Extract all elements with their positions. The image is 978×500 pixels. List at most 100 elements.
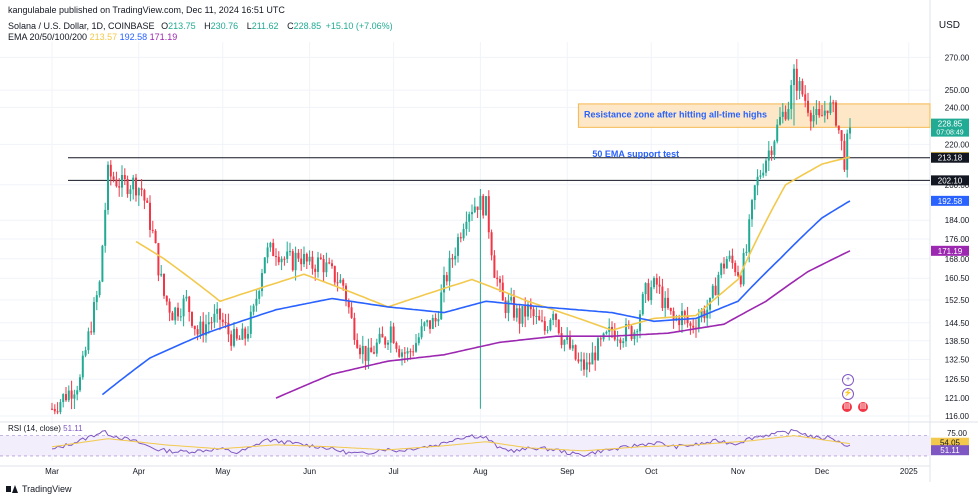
candle-body (401, 352, 403, 357)
lightning-icon[interactable]: ⚡ (842, 388, 854, 400)
candle-body (79, 377, 81, 391)
candle-body (221, 319, 224, 323)
candle-body (213, 313, 216, 323)
candle-body (571, 345, 574, 349)
tradingview-logo[interactable]: TradingView (6, 484, 72, 494)
price-tick-label: 138.50 (945, 337, 970, 346)
candle-body (849, 127, 851, 134)
time-tick-label: 2025 (900, 467, 918, 476)
candle-body (303, 253, 305, 265)
candle-body (118, 186, 121, 188)
candle-body (739, 275, 742, 285)
candle-body (252, 305, 255, 312)
candle-body (305, 253, 308, 262)
candle-body (157, 243, 160, 276)
currency-label[interactable]: USD (938, 20, 960, 31)
us-flag-icon[interactable]: ▤ (842, 402, 852, 412)
candle-body (392, 326, 395, 343)
candle-body (552, 314, 555, 321)
candle-body (669, 307, 672, 312)
candle-body (597, 338, 599, 361)
candle-body (605, 331, 608, 334)
candle-body (541, 320, 543, 322)
price-label-countdown: 07:08:49 (936, 130, 963, 137)
candle-body (476, 206, 479, 210)
candle-body (73, 394, 76, 399)
candle-body (423, 322, 426, 327)
candle-body (347, 300, 350, 308)
candle-body (247, 333, 249, 339)
candle-body (798, 81, 801, 91)
rsi-legend[interactable]: RSI (14, close) 51.11 (8, 424, 83, 433)
ema-legend[interactable]: EMA 20/50/100/200 213.57 192.58 171.19 (8, 32, 177, 42)
candle-body (667, 297, 669, 308)
candle-body (770, 150, 773, 155)
grid (0, 0, 978, 482)
candle-body (507, 300, 510, 313)
candle-body (177, 307, 179, 317)
candle-body (734, 262, 737, 273)
candle-body (328, 262, 331, 264)
candle-body (65, 394, 67, 401)
price-tick-label: 270.00 (945, 53, 970, 62)
candle-body (56, 411, 59, 413)
candle-body (527, 304, 529, 317)
us-flag-icon[interactable]: ▤ (858, 402, 868, 412)
time-axis[interactable]: Mar Apr May Jun Jul Aug Sep Oct Nov Dec 2025 (45, 467, 918, 476)
candle-body (325, 262, 328, 273)
candle-body (261, 273, 263, 292)
candle-body (272, 242, 275, 256)
candle-body (837, 125, 840, 131)
candle-body (465, 221, 468, 229)
candle-body (123, 174, 126, 180)
candle-body (574, 345, 577, 360)
plus-icon[interactable]: + (842, 374, 854, 386)
candle-body (317, 257, 319, 272)
symbol-title: Solana / U.S. Dollar, 1D, COINBASE (8, 21, 155, 31)
candle-body (263, 257, 266, 274)
candle-body (692, 325, 695, 328)
candle-body (840, 130, 843, 141)
price-axis[interactable]: 270.00250.00240.00220.00200.00184.00176.… (945, 53, 970, 438)
candle-body (583, 359, 585, 370)
price-tick-label: 240.00 (945, 103, 970, 112)
candle-body (356, 339, 359, 348)
low-label: L (246, 21, 252, 31)
ema100-value: 171.19 (149, 32, 178, 42)
close-value: 228.85 (293, 21, 322, 31)
candle-body (594, 352, 597, 361)
candle-body (289, 251, 291, 253)
candle-body (717, 274, 720, 296)
price-label-text: 192.58 (938, 197, 963, 206)
rsi-panel (0, 428, 930, 458)
candle-body (182, 298, 185, 317)
candle-body (300, 258, 303, 265)
time-tick-label: Dec (815, 467, 829, 476)
candle-body (513, 297, 515, 318)
candle-body (109, 164, 112, 177)
candle-body (342, 279, 345, 286)
candle-body (809, 112, 812, 122)
candle-body (249, 311, 252, 334)
ema20-value: 213.57 (89, 32, 118, 42)
candle-body (345, 285, 347, 301)
candle-body (577, 359, 580, 362)
candle-body (406, 351, 409, 354)
candle-body (415, 343, 417, 352)
candle-body (286, 251, 289, 259)
candle-body (238, 338, 241, 340)
candle-body (776, 124, 779, 142)
candle-body (283, 258, 286, 260)
candle-body (689, 323, 692, 326)
candle-body (207, 322, 210, 325)
candle-body (179, 316, 182, 318)
price-tick-label: 184.00 (945, 216, 970, 225)
candle-body (381, 333, 384, 338)
candle-body (188, 296, 191, 313)
candle-body (350, 307, 353, 318)
candle-body (515, 308, 518, 318)
candle-body (566, 337, 569, 341)
candle-body (126, 179, 129, 194)
rsi-title: RSI (14, close) (8, 424, 61, 433)
